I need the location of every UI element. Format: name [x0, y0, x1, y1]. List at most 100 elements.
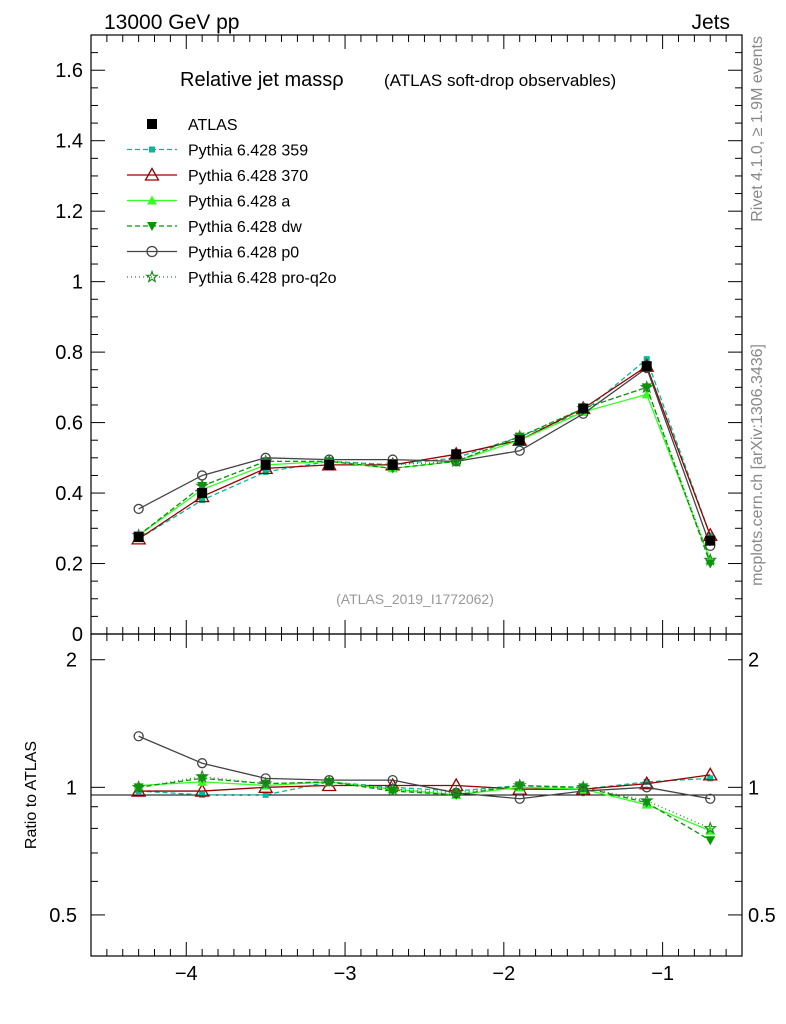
- ratio-point-ppro: [131, 780, 146, 794]
- main-line-pdw: [138, 386, 711, 564]
- ratio-axis-label: Ratio to ATLAS: [23, 741, 40, 849]
- legend-item-ppro: Pythia 6.428 pro-q2o: [127, 269, 337, 287]
- legend-marker-pa: [147, 195, 157, 205]
- main-point-atlas: [387, 459, 398, 470]
- main-y-axis: 0 0.2 0.4 0.6 0.8 1 1.2 1.4 1.6: [55, 34, 742, 646]
- main-y-tick-label: 0.8: [55, 342, 83, 364]
- ratio-point-p359: [199, 791, 206, 798]
- main-point-p359: [707, 532, 714, 539]
- ratio-point-ppro: [449, 785, 464, 799]
- main-y-tick-label: 0.4: [55, 483, 83, 505]
- main-point-ppro: [449, 454, 464, 468]
- ratio-point-pp0: [514, 793, 525, 804]
- ratio-point-ppro: [576, 780, 591, 794]
- ratio-y-axis: 0.5 0.5 1 1 2 2: [49, 650, 776, 957]
- legend-marker-ppro: [145, 269, 159, 283]
- ratio-line-ppro: [138, 775, 711, 829]
- ratio-point-ppro: [322, 774, 337, 788]
- ratio-point-p359: [643, 778, 650, 785]
- ratio-point-ppro: [385, 781, 400, 796]
- main-series-atlas: [133, 361, 716, 546]
- analysis-watermark: (ATLAS_2019_I1772062): [336, 591, 494, 607]
- rivet-version-label: Rivet 4.1.0, ≥ 1.9M events: [749, 36, 766, 222]
- x-tick-label: −1: [651, 963, 674, 985]
- ratio-series-ppro: [131, 769, 718, 835]
- legend-item-p359: Pythia 6.428 359: [127, 143, 308, 160]
- main-point-ppro: [639, 380, 654, 394]
- legend-marker-pp0: [146, 245, 158, 258]
- ratio-line-pdw: [138, 777, 711, 841]
- main-point-atlas: [641, 361, 652, 372]
- ratio-series-group: [131, 731, 718, 846]
- main-point-pp0: [514, 445, 525, 456]
- main-point-atlas: [578, 403, 589, 414]
- chart-subtitle: (ATLAS soft-drop observables): [384, 71, 616, 90]
- ratio-point-p359: [262, 791, 269, 798]
- main-y-tick-label: 1.4: [55, 131, 83, 153]
- legend-label-pa: Pythia 6.428 a: [188, 194, 290, 211]
- ratio-y-tick-label: 0.5: [49, 905, 77, 927]
- ratio-point-ppro: [703, 821, 718, 835]
- main-y-tick-label: 1: [72, 272, 83, 294]
- ratio-point-p370: [702, 767, 718, 781]
- main-point-atlas: [260, 459, 271, 470]
- legend-label-ppro: Pythia 6.428 pro-q2o: [188, 270, 337, 287]
- main-point-atlas: [197, 488, 208, 499]
- ratio-point-p359: [707, 775, 714, 782]
- ratio-line-p370: [138, 774, 711, 792]
- ratio-point-pp0: [641, 782, 652, 793]
- ratio-line-pp0: [138, 735, 711, 800]
- main-series-p370: [131, 358, 718, 545]
- ratio-point-pp0: [260, 773, 271, 784]
- legend-marker-p370: [144, 167, 160, 181]
- main-point-ppro: [703, 552, 718, 566]
- legend-label-pdw: Pythia 6.428 dw: [188, 219, 302, 236]
- ratio-point-pp0: [705, 793, 716, 804]
- main-line-p370: [138, 365, 711, 540]
- main-series-pa: [133, 389, 716, 565]
- legend-item-pp0: Pythia 6.428 p0: [127, 245, 299, 262]
- ratio-point-ppro: [639, 793, 654, 807]
- legend-item-pa: Pythia 6.428 a: [127, 194, 290, 211]
- process-label: Jets: [691, 11, 730, 34]
- ratio-point-p370: [194, 783, 210, 797]
- main-series-pdw: [133, 383, 716, 569]
- main-y-tick-label: 1.2: [55, 201, 83, 223]
- x-tick-label: −3: [334, 963, 357, 985]
- ratio-y-tick-label: 1: [66, 777, 77, 799]
- ratio-point-ppro: [512, 778, 527, 792]
- legend-marker-atlas: [147, 119, 157, 129]
- energy-label: 13000 GeV pp: [104, 11, 239, 34]
- legend-marker-pdw: [147, 222, 157, 231]
- main-point-atlas: [324, 459, 335, 470]
- chart-title: Relative jet massρ: [180, 69, 344, 91]
- legend-label-pp0: Pythia 6.428 p0: [188, 245, 299, 262]
- main-y-tick-label: 0.2: [55, 554, 83, 576]
- main-point-atlas: [705, 535, 716, 546]
- main-line-pp0: [138, 366, 711, 547]
- main-y-tick-label: 0.6: [55, 413, 83, 435]
- ratio-point-ppro: [258, 776, 273, 790]
- main-series-p359: [135, 356, 714, 542]
- main-series-ppro: [131, 380, 718, 566]
- main-point-atlas: [451, 449, 462, 460]
- x-axis: −4 −3 −2 −1: [90, 35, 727, 985]
- legend-item-atlas: ATLAS: [147, 117, 238, 134]
- main-series-group: [131, 356, 718, 569]
- ratio-point-ppro: [195, 769, 210, 783]
- ratio-point-p370: [639, 775, 655, 790]
- main-series-pp0: [133, 362, 716, 552]
- ratio-point-pdw: [705, 836, 716, 846]
- ratio-y-tick-label-right: 2: [748, 650, 759, 672]
- x-tick-label: −4: [175, 963, 198, 985]
- main-point-pp0: [133, 503, 144, 515]
- x-tick-label: −2: [492, 963, 515, 985]
- ratio-series-pp0: [133, 731, 716, 804]
- main-y-tick-label: 1.6: [55, 60, 83, 82]
- ratio-y-tick-label-right: 1: [748, 777, 759, 799]
- ratio-point-pp0: [578, 785, 589, 797]
- main-point-atlas: [514, 435, 525, 446]
- main-point-atlas: [133, 532, 144, 543]
- main-y-tick-label: 0: [72, 624, 83, 646]
